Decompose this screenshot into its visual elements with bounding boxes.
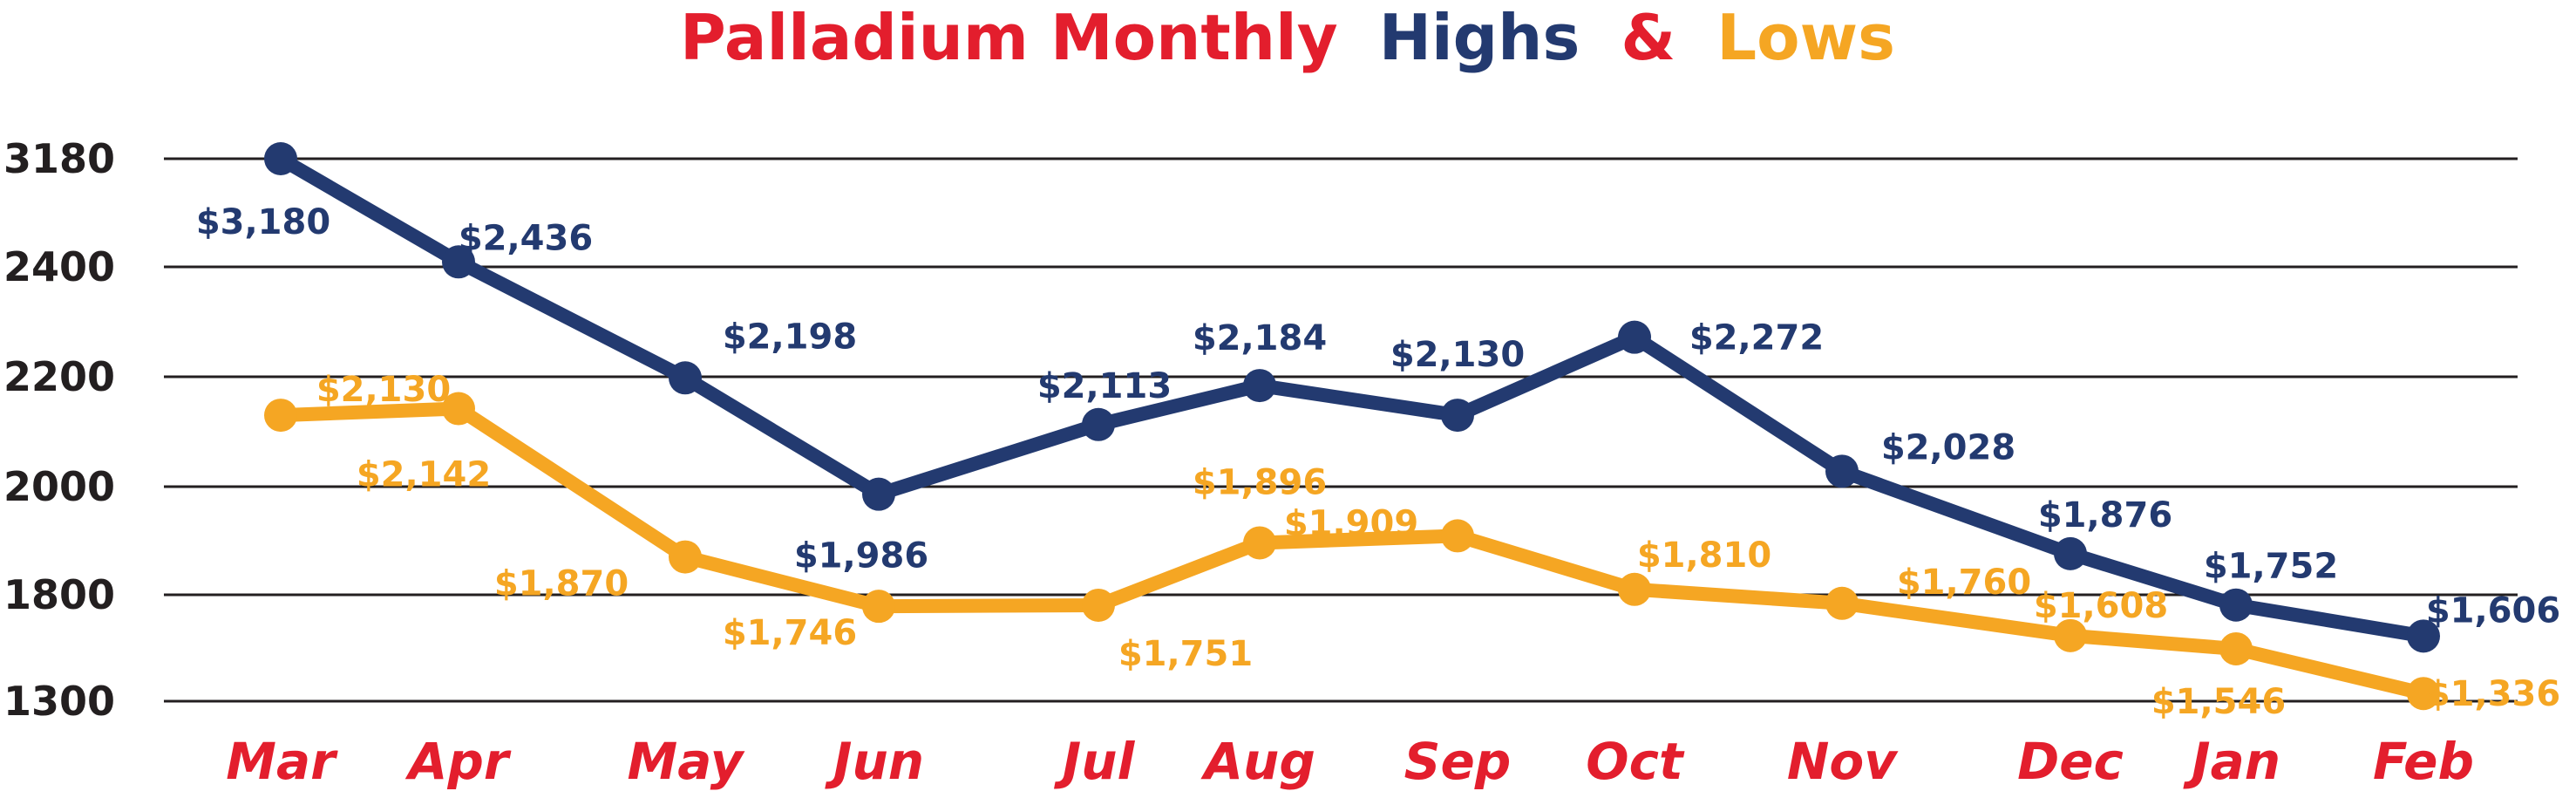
x-tick-label: Aug (1200, 732, 1315, 791)
data-point-highs (2054, 536, 2087, 570)
series-line-lows (274, 401, 2430, 701)
data-point-lows (1825, 586, 1859, 620)
x-axis-ticks: Mar Apr May Jun Jul Aug Sep Oct Nov Dec Jan Feb (226, 732, 2474, 791)
data-label-highs: $1,606 (2426, 590, 2560, 631)
data-point-highs (669, 361, 702, 395)
data-point-highs (442, 245, 475, 279)
data-label-lows: $1,870 (494, 564, 629, 604)
title-part-highs: Highs (1379, 1, 1580, 74)
data-label-lows: $2,142 (357, 455, 491, 495)
data-point-lows (1441, 519, 1474, 553)
y-tick-label: 1800 (3, 571, 115, 618)
x-tick-label: Oct (1586, 732, 1685, 791)
data-point-lows (862, 590, 895, 624)
x-tick-label: Dec (2017, 732, 2124, 791)
y-tick-label: 1300 (3, 678, 115, 725)
data-point-lows (2407, 677, 2440, 711)
data-label-highs: $2,113 (1037, 366, 1172, 406)
data-point-highs (2407, 619, 2440, 653)
series-line-highs (274, 152, 2430, 644)
x-tick-label: Jan (2183, 732, 2280, 791)
data-label-highs: $1,876 (2038, 495, 2172, 535)
data-point-lows (442, 392, 475, 426)
title-part-ampersand: & (1621, 1, 1675, 74)
data-point-highs (1082, 407, 1115, 441)
data-point-highs (1825, 454, 1859, 488)
data-point-lows (264, 399, 297, 433)
title-part-lows: Lows (1716, 1, 1895, 74)
y-tick-label: 2000 (3, 463, 115, 510)
data-label-highs: $1,986 (794, 536, 928, 576)
y-tick-label: 2200 (3, 353, 115, 400)
y-axis-ticks: 3180 2400 2200 2000 1800 1300 (3, 135, 115, 725)
series-lines (264, 142, 2440, 711)
data-label-lows: $1,751 (1118, 634, 1253, 674)
data-point-lows (669, 540, 702, 574)
data-point-highs (1243, 369, 1276, 403)
y-tick-label: 2400 (3, 243, 115, 290)
data-label-lows: $1,810 (1637, 535, 1771, 576)
data-point-lows (1243, 526, 1276, 560)
data-label-lows: $2,130 (316, 370, 451, 410)
x-tick-label: Jul (1054, 732, 1136, 791)
data-point-highs (264, 142, 297, 175)
data-label-lows: $1,336 (2426, 674, 2560, 714)
data-label-highs: $2,436 (459, 218, 593, 258)
data-label-lows: $1,608 (2034, 586, 2168, 626)
data-point-highs (1618, 320, 1651, 354)
x-tick-label: Sep (1404, 732, 1512, 791)
data-point-lows (2219, 631, 2253, 665)
data-label-lows: $1,909 (1284, 503, 1418, 543)
data-point-highs (1441, 399, 1474, 433)
data-labels: $2,130$2,142$1,870$1,746$1,751$1,896$1,9… (196, 202, 2560, 722)
data-label-lows: $1,896 (1193, 462, 1327, 502)
chart-title: Palladium Monthly Highs & Lows (680, 1, 1895, 74)
data-label-highs: $3,180 (196, 202, 330, 242)
x-tick-label: May (628, 732, 745, 791)
data-label-highs: $2,028 (1881, 427, 2015, 467)
data-label-lows: $1,746 (723, 613, 857, 653)
data-point-lows (1082, 588, 1115, 622)
data-label-highs: $2,130 (1390, 335, 1525, 375)
x-tick-label: Feb (2373, 732, 2474, 791)
data-label-lows: $1,760 (1897, 563, 2031, 603)
grid-lines (164, 157, 2518, 703)
x-tick-label: Apr (404, 732, 511, 791)
x-tick-label: Nov (1787, 732, 1899, 791)
data-point-lows (2054, 618, 2087, 652)
data-label-lows: $1,546 (2151, 682, 2286, 722)
data-label-highs: $2,272 (1689, 318, 1824, 358)
x-tick-label: Mar (226, 732, 338, 791)
data-point-highs (862, 477, 895, 511)
data-point-highs (2219, 588, 2253, 622)
data-point-lows (1618, 572, 1651, 606)
data-label-highs: $2,184 (1193, 318, 1327, 358)
data-label-highs: $1,752 (2204, 547, 2338, 587)
x-tick-label: Jun (825, 732, 924, 791)
title-part-palladium-monthly: Palladium Monthly (680, 1, 1338, 74)
data-label-highs: $2,198 (723, 317, 857, 357)
y-tick-label: 3180 (3, 135, 115, 182)
